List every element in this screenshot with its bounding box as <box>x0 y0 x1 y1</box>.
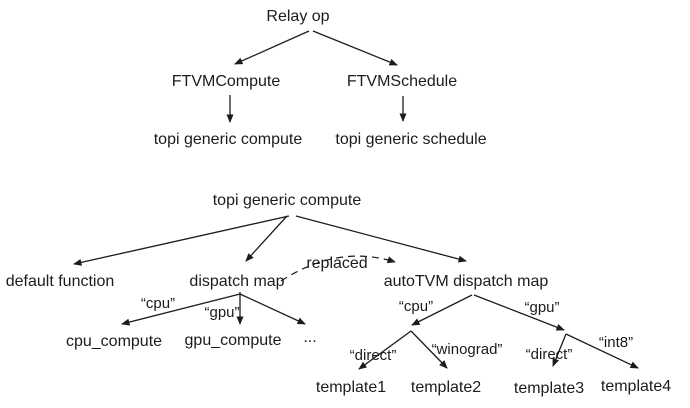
edge-label-gpu-dispatch: “gpu” <box>204 303 240 321</box>
edge-relayop-ftvmcompute <box>234 30 310 65</box>
node-template3: template3 <box>513 380 585 398</box>
edge-gpu-template4 <box>565 333 639 369</box>
node-ellipsis: ... <box>303 329 317 347</box>
edge-dispatchmap-cpucompute <box>121 293 241 326</box>
edge-relayop-ftvmschedule <box>312 30 398 66</box>
node-topi-generic-schedule: topi generic schedule <box>335 131 487 149</box>
node-dispatch-map: dispatch map <box>189 273 285 291</box>
node-template2: template2 <box>410 379 482 397</box>
edge-autotvm-cpu <box>411 294 473 326</box>
node-template1: template1 <box>315 379 387 397</box>
node-gpu-compute: gpu_compute <box>184 332 282 350</box>
node-ftvm-compute: FTVMCompute <box>171 73 281 91</box>
edge-replaced-arc <box>280 255 396 282</box>
edge-label-cpu-dispatch: “cpu” <box>140 294 176 312</box>
node-autotvm-dispatch-map: autoTVM dispatch map <box>383 273 549 291</box>
edge-label-direct-gpu: “direct” <box>525 345 573 363</box>
node-relay-op: Relay op <box>266 8 330 26</box>
edge-dispatchmap-more <box>239 293 306 325</box>
edge-label-int8: “int8” <box>598 333 634 351</box>
edge-root-defaultfunction <box>73 215 290 266</box>
edge-gpu-template3 <box>552 333 567 367</box>
edge-label-gpu-autotvm: “gpu” <box>524 298 560 316</box>
edge-cpu-template1 <box>358 330 412 370</box>
node-topi-generic-compute-top: topi generic compute <box>153 131 303 149</box>
node-topi-generic-compute-root: topi generic compute <box>212 192 362 210</box>
node-default-function: default function <box>5 273 115 291</box>
edge-cpu-template2 <box>410 330 448 369</box>
edge-root-autotvm <box>295 215 467 263</box>
node-template4: template4 <box>600 378 672 396</box>
edge-autotvm-gpu <box>473 294 565 331</box>
edge-label-direct-cpu: “direct” <box>349 346 397 364</box>
node-cpu-compute: cpu_compute <box>65 333 163 351</box>
node-ftvm-schedule: FTVMSchedule <box>346 73 458 91</box>
label-replaced: replaced <box>306 255 368 273</box>
edge-label-winograd: “winograd” <box>431 340 503 358</box>
edge-label-cpu-autotvm: “cpu” <box>398 297 434 315</box>
edge-root-dispatchmap <box>245 215 288 262</box>
